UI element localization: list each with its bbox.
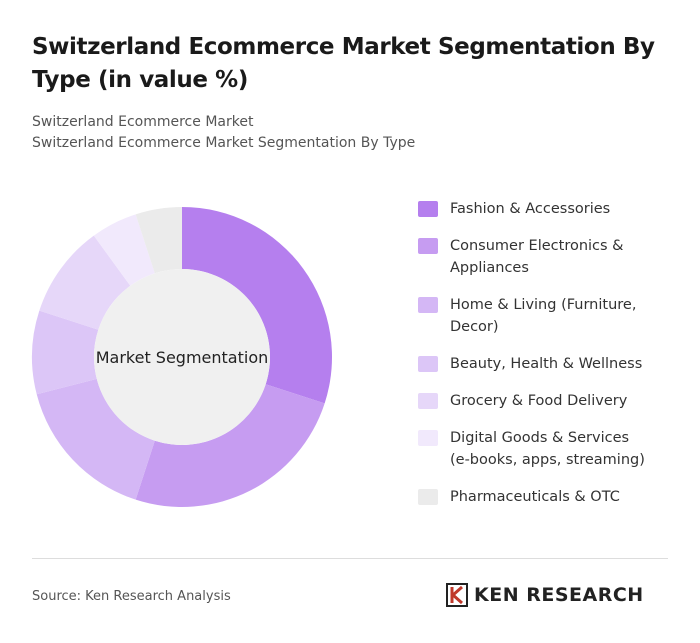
- legend-swatch: [418, 430, 438, 446]
- donut-slice: [36, 378, 155, 500]
- donut-slice: [182, 207, 332, 404]
- legend-swatch: [418, 201, 438, 217]
- donut-slice: [39, 235, 131, 330]
- legend: Fashion & Accessories Consumer Electronic…: [418, 198, 678, 523]
- legend-label: Home & Living (Furniture, Decor): [450, 297, 637, 335]
- subtitle: Switzerland Ecommerce Market Segmentatio…: [32, 135, 416, 151]
- legend-swatch: [418, 356, 438, 372]
- legend-label: Fashion & Accessories: [450, 201, 611, 217]
- legend-swatch: [418, 489, 438, 505]
- legend-item: Consumer Electronics & Appliances: [418, 235, 678, 279]
- legend-item: Fashion & Accessories: [418, 198, 678, 220]
- legend-item: Beauty, Health & Wellness: [418, 353, 678, 375]
- brand-icon: [446, 583, 468, 607]
- donut-slice: [135, 207, 182, 274]
- legend-item: Grocery & Food Delivery: [418, 390, 678, 412]
- legend-label: Consumer Electronics & Appliances: [450, 238, 624, 276]
- brand-name: KEN RESEARCH: [474, 584, 644, 606]
- legend-item: Digital Goods & Services (e-books, apps,…: [418, 427, 678, 471]
- donut-slice: [93, 214, 155, 286]
- donut-hole: [94, 269, 270, 445]
- donut-slice: [32, 310, 99, 395]
- donut-chart: Market Segmentation: [32, 207, 332, 508]
- breadcrumb: Switzerland Ecommerce Market: [32, 114, 254, 130]
- legend-swatch: [418, 297, 438, 313]
- brand-logo: KEN RESEARCH: [446, 583, 644, 607]
- legend-item: Home & Living (Furniture, Decor): [418, 294, 678, 338]
- legend-swatch: [418, 393, 438, 409]
- divider: [32, 558, 668, 559]
- legend-swatch: [418, 238, 438, 254]
- legend-item: Pharmaceuticals & OTC: [418, 486, 678, 508]
- legend-label: Grocery & Food Delivery: [450, 393, 628, 409]
- legend-label: Digital Goods & Services (e-books, apps,…: [450, 430, 645, 468]
- donut-slice: [135, 384, 325, 508]
- source: Source: Ken Research Analysis: [32, 589, 231, 604]
- chart-title: Switzerland Ecommerce Market Segmentatio…: [32, 34, 655, 93]
- legend-label: Pharmaceuticals & OTC: [450, 489, 620, 505]
- center-label: Market Segmentation: [96, 348, 269, 367]
- legend-label: Beauty, Health & Wellness: [450, 356, 643, 372]
